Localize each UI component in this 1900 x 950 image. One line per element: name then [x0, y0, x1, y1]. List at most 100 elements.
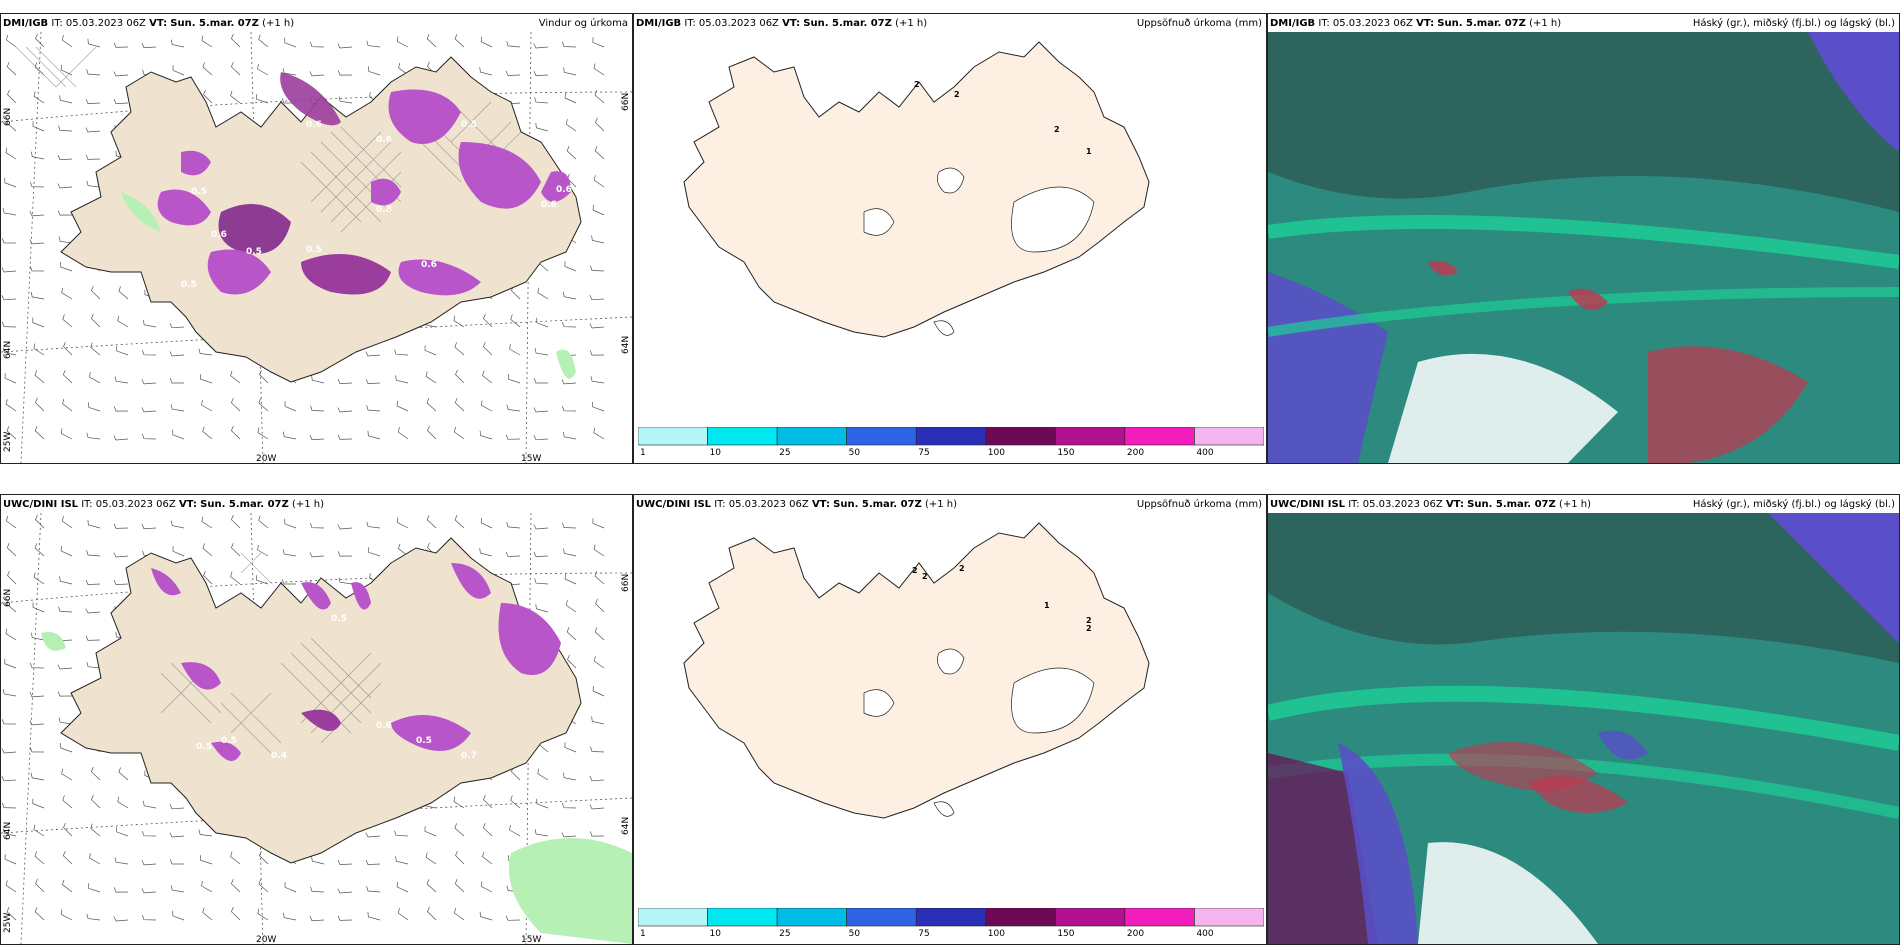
wind-barb [201, 880, 213, 893]
wind-barb [114, 857, 129, 865]
panel-title: DMI/IGB IT: 05.03.2023 06Z VT: Sun. 5.ma… [1270, 18, 1562, 29]
wind-barb [589, 776, 605, 782]
wind-barb [172, 546, 185, 557]
wind-barb [589, 350, 605, 356]
wind-barb [593, 656, 605, 669]
wind-barb [2, 689, 17, 697]
colorbar-tick-label: 50 [849, 929, 861, 938]
wind-barb [58, 236, 73, 244]
precip-value-label: 0.6 [306, 120, 322, 130]
wind-barb [337, 70, 353, 76]
wind-barb [113, 579, 129, 585]
wind-barb [29, 720, 45, 726]
wind-barb [454, 34, 465, 48]
precip-value-label: 0.5 [416, 736, 432, 746]
precip-value-label: 0.7 [461, 751, 477, 761]
wind-barb [4, 854, 17, 865]
wind-barb [201, 516, 213, 529]
precip-value-label: 0.5 [181, 280, 197, 290]
wind-barb [533, 43, 549, 49]
wind-barb [4, 373, 17, 384]
wind-barb [57, 155, 73, 161]
wind-barb [562, 291, 577, 300]
wind-barb [90, 766, 101, 781]
wind-barb [311, 856, 325, 865]
wind-barb [337, 888, 353, 894]
wind-barb [283, 431, 297, 440]
wind-barb [591, 235, 605, 244]
colorbar-swatch [1124, 427, 1195, 446]
wind-barb [35, 33, 45, 48]
wind-barb [589, 323, 605, 329]
wind-barb [86, 550, 101, 557]
precip-value-label: 0.6 [376, 135, 392, 145]
wind-barb [258, 879, 269, 893]
wind-barb [58, 606, 73, 613]
wind-barb [562, 431, 577, 440]
wind-barb [365, 351, 381, 357]
wind-barb [309, 71, 325, 77]
wind-barb [59, 576, 73, 585]
wind-barb [90, 342, 101, 356]
wind-barb [87, 883, 101, 893]
wind-barb [424, 826, 437, 837]
wind-barb [427, 906, 437, 921]
precip-value-label: 0.5 [306, 245, 322, 255]
wind-barb [257, 63, 269, 76]
lat-label: 25W [3, 431, 13, 452]
wind-barb [365, 378, 381, 384]
colorbar-swatch [846, 908, 917, 927]
precip-value-label: 0.8 [376, 205, 392, 215]
wind-barb [85, 635, 101, 641]
wind-barb [537, 287, 549, 300]
wind-barb [394, 830, 409, 837]
wind-barb [7, 89, 17, 104]
wind-barb [62, 369, 73, 384]
wind-barb [509, 825, 521, 837]
wind-barb [595, 598, 605, 613]
wind-barb [479, 430, 493, 440]
wind-barb [482, 822, 493, 837]
wind-barb [367, 547, 381, 557]
lat-label: 25W [3, 912, 13, 933]
wind-barb [4, 177, 17, 188]
colorbar-swatch [707, 427, 778, 446]
colorbar-tick-label: 200 [1127, 929, 1144, 938]
accum-value-label: 2 [959, 564, 965, 573]
wind-barb [113, 98, 129, 104]
wind-barb [426, 398, 437, 412]
wind-precip-map: 0.6 0.5 0.6 0.5 0.6 0.5 0.6 0.5 0.8 0.6 0.5 0.6 [1, 32, 632, 463]
wind-barb [338, 96, 353, 104]
wind-barb [566, 627, 577, 641]
wind-barb [453, 426, 465, 440]
wind-barb [87, 38, 101, 48]
wind-barb [366, 40, 381, 48]
wind-barb [34, 851, 45, 865]
wind-barb [397, 427, 409, 440]
wind-barb [5, 628, 17, 641]
wind-barb [6, 426, 17, 440]
wind-barb [63, 341, 73, 356]
wind-barb [535, 603, 549, 613]
wind-barb [257, 544, 269, 557]
wind-barb [29, 747, 45, 753]
wind-barb [33, 343, 45, 356]
wind-barb [85, 127, 101, 133]
wind-barb [479, 548, 493, 557]
wind-barb [534, 829, 549, 837]
precip-value-label: 0.6 [421, 260, 437, 270]
wind-barb [594, 571, 605, 585]
wind-barb [454, 397, 465, 412]
wind-barb [4, 658, 17, 669]
wind-barb [537, 768, 549, 781]
wind-barb [2, 208, 17, 216]
iceland-landmass [683, 41, 1150, 338]
wind-barb [6, 34, 17, 48]
precip-value-label: 0.6 [211, 230, 227, 240]
wind-barb [230, 514, 241, 529]
iceland-landmass [60, 56, 582, 383]
wind-barb [479, 67, 493, 76]
wind-barb [256, 94, 269, 104]
wind-barb [57, 691, 73, 697]
wind-barb [589, 831, 605, 837]
